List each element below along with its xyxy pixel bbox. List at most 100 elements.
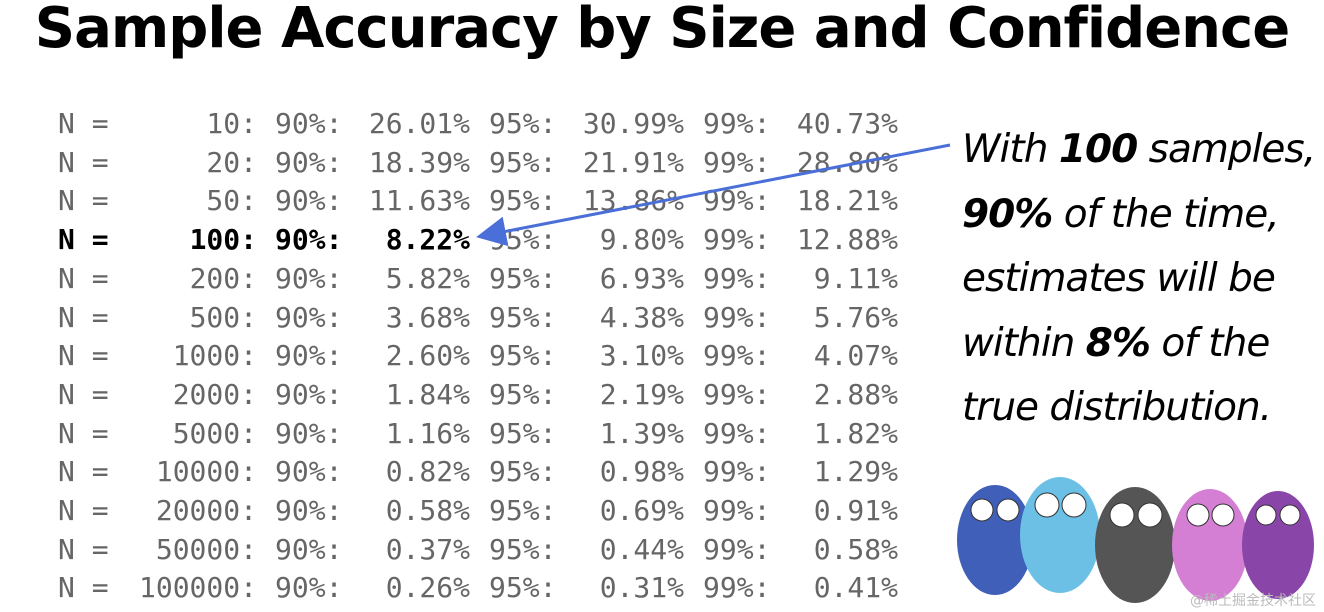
table-cell: 99%: [703, 261, 771, 295]
table-cell: 1.82% [813, 416, 898, 450]
callout-text: 8% [1085, 320, 1151, 366]
table-cell: 2.88% [813, 377, 898, 411]
table-cell: 40.73% [796, 107, 898, 140]
table-cell: 95%: [489, 300, 557, 334]
table-cell: 4.38% [599, 300, 684, 334]
table-cell: 500: [189, 300, 257, 334]
table-cell: 99%: [703, 494, 771, 527]
table-cell: 50: [206, 184, 257, 218]
table-cell: 99%: [703, 532, 771, 566]
table-cell: 50000: [155, 532, 257, 566]
table-cell: 99%: [703, 455, 771, 489]
callout-text: estimates will be [962, 256, 1276, 301]
table-cell: 95%: [489, 416, 557, 450]
gophers [957, 477, 1314, 603]
table-cell: 21.91% [582, 145, 684, 179]
table-cell: 3.10% [599, 339, 684, 373]
table-cell: 200: [189, 261, 257, 295]
table-cell: 95%: [489, 494, 557, 527]
table-cell: N = [58, 223, 109, 257]
table-cell: 18.21% [796, 184, 898, 218]
table-cell: N = [58, 107, 109, 140]
table-cell: 1.39% [599, 416, 684, 450]
table-cell: 0.44% [599, 532, 684, 566]
callout-text: With [962, 127, 1059, 172]
table-cell: 95%: [489, 455, 557, 489]
table-cell: 0.58% [385, 494, 470, 527]
table-cell: 99%: [703, 107, 771, 140]
callout-line: within 8% of the [962, 312, 1315, 377]
table-cell: 95%: [489, 145, 557, 179]
table-cell: 0.31% [599, 571, 684, 605]
table-cell: 90%: [275, 571, 343, 605]
table-cell: 100000: [138, 571, 257, 605]
arrow [476, 143, 951, 247]
table-cell: 20: [206, 145, 257, 179]
table-cell: N = [58, 494, 109, 527]
table-cell: 9.80% [599, 223, 684, 257]
table-cell: N = [58, 532, 109, 566]
table-cell: 18.39% [368, 145, 470, 179]
table-cell: 90%: [275, 300, 343, 334]
table-cell: 9.11% [813, 261, 898, 295]
table-cell: 90%: [275, 339, 343, 373]
table-cell: 0.58% [813, 532, 898, 566]
table-cell: 95%: [489, 261, 557, 295]
callout-line: With 100 samples, [962, 118, 1317, 183]
table-cell: 90%: [275, 261, 343, 295]
table-cell: 90%: [275, 145, 343, 179]
table-cell: 3.68% [385, 300, 470, 334]
table-cell: 12.88% [796, 223, 898, 257]
table-cell: 95%: [489, 571, 557, 605]
table-cell: N = [58, 416, 109, 450]
table-cell: 1.29% [813, 455, 898, 489]
callout-line: estimates will be [962, 247, 1315, 312]
table-cell: N = [58, 377, 109, 411]
table-cell: 0.69% [599, 494, 684, 527]
table-cell: N = [58, 455, 109, 489]
table-cell: 90%: [275, 377, 343, 411]
table-cell: 99%: [703, 416, 771, 450]
callout-text: within [962, 320, 1086, 366]
callout: With 100 samples, 90% of the time, estimat… [962, 118, 1317, 441]
table-cell: N = [58, 300, 109, 334]
table-cell: N = [58, 145, 109, 179]
table-cell: 5.76% [813, 300, 898, 334]
table-cell: 5000: [172, 416, 257, 450]
callout-line: 90% of the time, [962, 183, 1315, 248]
table-cell: 28.80% [796, 145, 898, 179]
table-cell: 99%: [703, 145, 771, 179]
table-cell: N = [58, 184, 109, 218]
table-cell: 8.22% [385, 223, 470, 257]
table-cell: 99%: [703, 223, 771, 257]
callout-line: true distribution. [962, 376, 1315, 441]
table-cell: 95%: [489, 377, 557, 411]
table-cell: 99%: [703, 339, 771, 373]
table-cell: 4.07% [813, 339, 898, 373]
callout-text: of the time, [1052, 191, 1280, 237]
table-cell: 0.82% [385, 455, 470, 489]
callout-text: samples, [1137, 127, 1317, 172]
table-cell: N = [58, 571, 109, 605]
table-cell: 2.60% [385, 339, 470, 373]
table-cell: 1.84% [385, 377, 470, 411]
table-cell: 90%: [275, 494, 343, 527]
callout-text: of the [1149, 320, 1270, 366]
table-cell: 90%: [275, 416, 343, 450]
table-cell: 95%: [489, 532, 557, 566]
table-cell: 90%: [275, 107, 343, 140]
table-cell: 90%: [275, 184, 343, 218]
table-cell: 1000: [172, 339, 257, 373]
table-cell: 100: [189, 223, 257, 257]
table-cell: 2000: [172, 377, 257, 411]
table-cell: 10000: [155, 455, 257, 489]
table-cell: 0.91% [813, 494, 898, 527]
table-cell: 10: [206, 107, 257, 140]
table-cell: 2.19% [599, 377, 684, 411]
table-cell: N = [58, 261, 109, 295]
table-cell: 99%: [703, 300, 771, 334]
table-cell: 0.98% [599, 455, 684, 489]
table-cell: N = [58, 339, 109, 373]
